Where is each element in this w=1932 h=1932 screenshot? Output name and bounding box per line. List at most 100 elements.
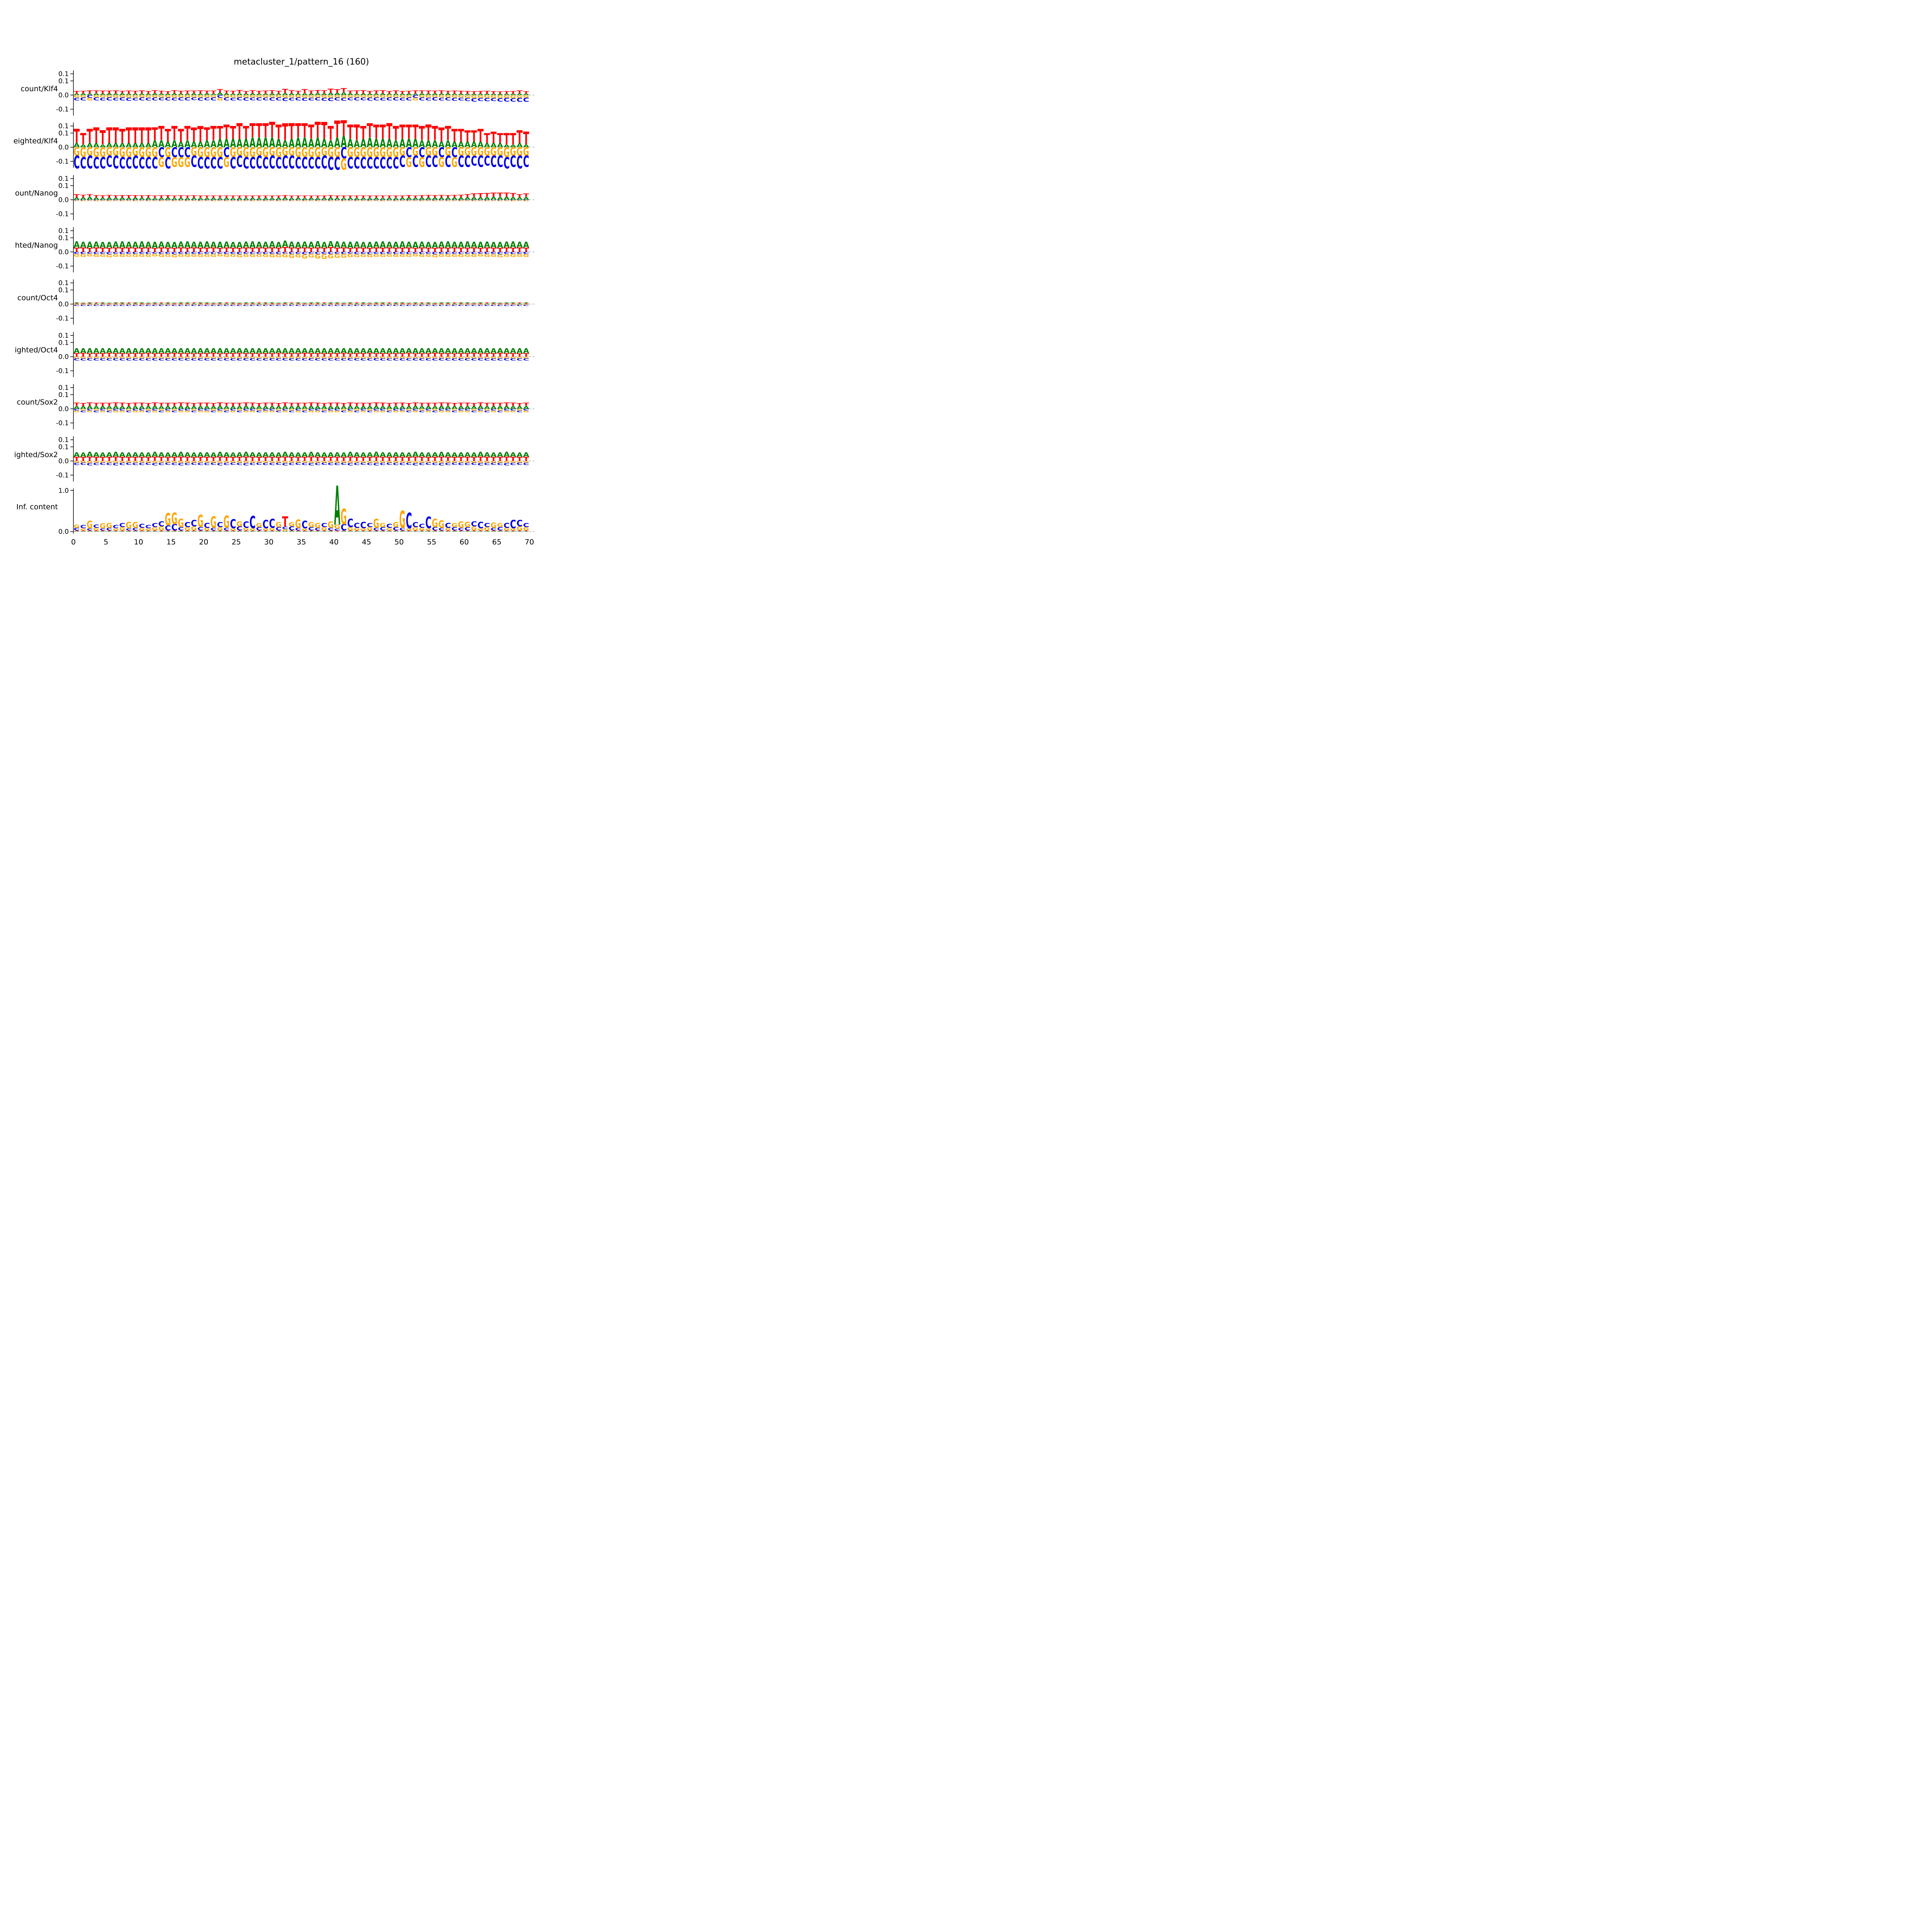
logo-letter-G: G	[497, 356, 503, 359]
logo-letter-C: C	[510, 98, 516, 103]
logo-letter-T: T	[464, 247, 471, 253]
logo-letter-G: G	[282, 304, 288, 306]
x-tick-label: 40	[329, 538, 338, 546]
logo-letter-C: C	[93, 154, 99, 172]
logo-letter-G: G	[178, 304, 184, 306]
logo-letter-A: A	[256, 197, 262, 201]
logo-letter-T: T	[158, 123, 165, 145]
logo-letter-T: T	[243, 456, 249, 463]
logo-letter-G: G	[204, 527, 210, 531]
logo-letter-A: A	[490, 196, 497, 201]
logo-letter-T: T	[243, 402, 249, 407]
logo-letter-G: G	[451, 94, 457, 99]
logo-letter-T: T	[373, 303, 380, 304]
logo-letter-T: T	[80, 194, 86, 198]
logo-letter-C: C	[328, 199, 334, 201]
logo-letter-C: C	[262, 251, 269, 255]
logo-letter-C: C	[321, 410, 327, 413]
logo-letter-G: G	[106, 304, 112, 305]
logo-letter-C: C	[217, 305, 223, 307]
logo-letter-A: A	[445, 347, 451, 355]
logo-letter-C: C	[347, 305, 354, 307]
logo-letter-A: A	[158, 531, 165, 532]
logo-letter-T: T	[223, 121, 230, 144]
logo-letter-C: C	[204, 305, 210, 307]
logo-letter-A: A	[321, 93, 327, 95]
logo-letter-A: A	[412, 531, 419, 532]
logo-letter-C: C	[439, 251, 445, 254]
logo-letter-A: A	[490, 142, 497, 149]
logo-letter-C: C	[223, 357, 230, 361]
logo-letter-T: T	[250, 120, 256, 143]
logo-letter-G: G	[302, 253, 308, 260]
logo-letter-A: A	[113, 93, 119, 96]
logo-letter-T: T	[497, 530, 503, 531]
logo-letter-T: T	[315, 352, 321, 358]
logo-letter-T: T	[106, 90, 113, 95]
logo-letter-G: G	[484, 408, 490, 411]
logo-letter-T: T	[503, 247, 510, 253]
logo-letter-C: C	[269, 153, 275, 173]
logo-letter-T: T	[126, 456, 132, 463]
logo-letter-G: G	[93, 356, 99, 359]
logo-letter-A: A	[256, 531, 263, 532]
logo-letter-C: C	[106, 199, 112, 201]
logo-letter-T: T	[308, 90, 315, 95]
logo-letter-C: C	[373, 199, 379, 200]
logo-letter-C: C	[132, 357, 138, 361]
logo-letter-A: A	[419, 531, 425, 532]
logo-letter-A: A	[445, 139, 451, 150]
logo-letter-T: T	[393, 352, 399, 358]
logo-letter-T: T	[334, 89, 340, 94]
logo-letter-T: T	[458, 530, 464, 531]
logo-letter-G: G	[119, 526, 126, 532]
logo-letter-C: C	[419, 145, 425, 160]
logo-letter-G: G	[308, 200, 314, 201]
logo-letter-A: A	[412, 240, 418, 250]
logo-letter-T: T	[478, 90, 484, 95]
logo-letter-G: G	[236, 145, 243, 159]
logo-letter-A: A	[399, 531, 406, 532]
logo-letter-A: A	[269, 134, 275, 150]
logo-letter-C: C	[250, 251, 256, 255]
logo-letter-T: T	[165, 352, 171, 358]
logo-letter-T: T	[380, 530, 386, 531]
logo-letter-T: T	[139, 303, 145, 304]
logo-letter-T: T	[113, 530, 119, 531]
logo-letter-C: C	[334, 154, 340, 174]
logo-letter-T: T	[419, 402, 425, 407]
logo-letter-C: C	[276, 527, 282, 532]
logo-letter-T: T	[100, 90, 106, 95]
logo-letter-T: T	[289, 247, 295, 253]
logo-letter-A: A	[132, 347, 138, 355]
logo-letter-G: G	[139, 253, 145, 258]
logo-letter-T: T	[282, 245, 289, 253]
logo-letter-C: C	[93, 199, 99, 201]
logo-letter-G: G	[451, 304, 457, 305]
logo-letter-T: T	[321, 195, 327, 199]
logo-letter-A: A	[497, 347, 503, 355]
logo-letter-G: G	[119, 200, 126, 202]
logo-letter-C: C	[321, 358, 327, 361]
logo-letter-C: C	[510, 153, 516, 171]
logo-letter-C: C	[425, 358, 432, 361]
logo-letter-G: G	[126, 356, 132, 359]
logo-letter-A: A	[289, 137, 295, 150]
logo-letter-G: G	[523, 200, 529, 202]
logo-letter-A: A	[517, 452, 523, 459]
logo-letter-G: G	[490, 304, 497, 306]
logo-letter-G: G	[315, 95, 321, 99]
logo-letter-G: G	[295, 145, 301, 161]
logo-letter-G: G	[523, 410, 529, 413]
logo-letter-A: A	[464, 196, 471, 201]
logo-letter-T: T	[250, 195, 256, 199]
logo-letter-T: T	[74, 247, 80, 253]
logo-letter-T: T	[451, 402, 458, 407]
logo-letter-T: T	[197, 456, 204, 463]
logo-letter-A: A	[282, 139, 288, 150]
logo-letter-G: G	[262, 410, 269, 413]
logo-letter-A: A	[478, 140, 484, 150]
logo-letter-T: T	[230, 530, 236, 531]
logo-letter-G: G	[360, 356, 366, 359]
logo-letter-A: A	[276, 303, 282, 304]
